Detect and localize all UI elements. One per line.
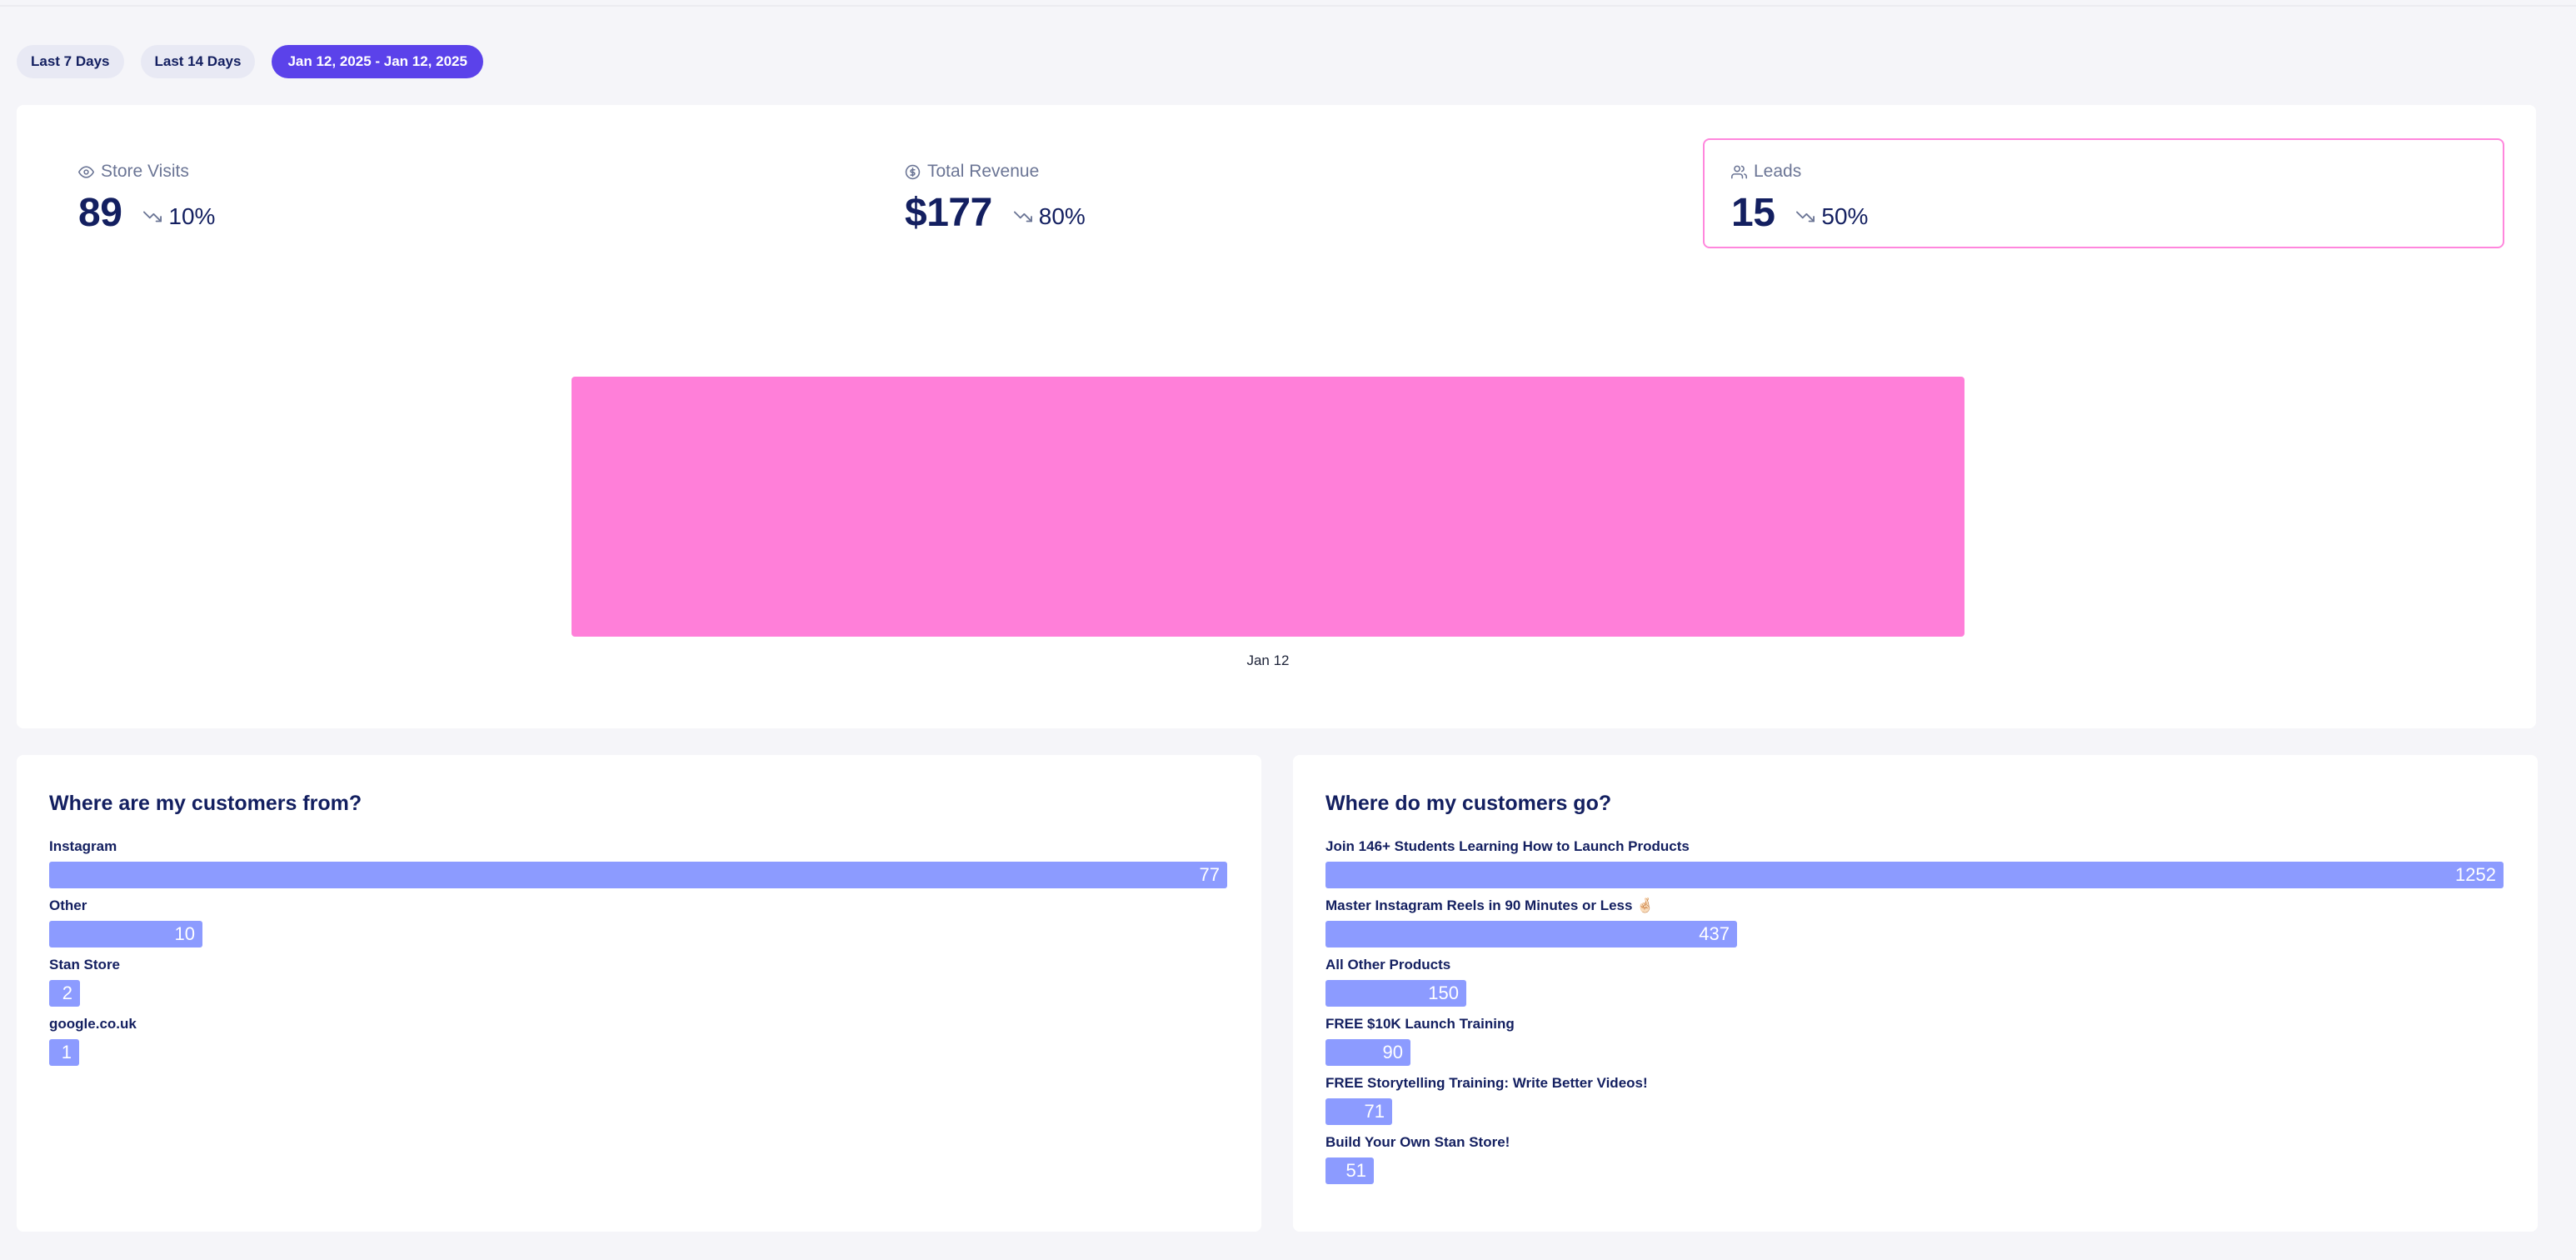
stat-label: Store Visits [101,162,189,181]
source-bar: 10 [49,921,202,948]
stat-label: Leads [1754,162,1802,181]
source-label: Other [49,898,87,913]
trend-down-icon [143,208,162,226]
destination-row: FREE Storytelling Training: Write Better… [1325,1075,2504,1134]
destination-bar: 90 [1325,1039,1410,1066]
destination-row: All Other Products 150 [1325,957,2504,1016]
source-label: Instagram [49,838,117,854]
source-bar: 77 [49,862,1227,888]
filter-last-7-days[interactable]: Last 7 Days [17,45,124,78]
filter-last-14-days[interactable]: Last 14 Days [140,45,256,78]
destination-row: Master Instagram Reels in 90 Minutes or … [1325,898,2504,957]
source-label: google.co.uk [49,1016,137,1032]
stat-value: 15 [1731,191,1775,235]
stat-label-row: Total Revenue [905,162,1039,182]
panel-title: Where do my customers go? [1325,792,1612,815]
destination-row: Build Your Own Stan Store! 51 [1325,1134,2504,1193]
destination-label: Join 146+ Students Learning How to Launc… [1325,838,1690,854]
date-filter-bar: Last 7 Days Last 14 Days Jan 12, 2025 - … [17,45,483,78]
chart-bar[interactable] [572,377,1964,637]
destination-row: Join 146+ Students Learning How to Launc… [1325,838,2504,898]
customer-sources-panel: Where are my customers from? Instagram 77… [17,755,1261,1232]
stat-label: Total Revenue [927,162,1040,181]
trend-down-icon [1013,208,1032,226]
panel-title: Where are my customers from? [49,792,362,815]
destinations-bar-list: Join 146+ Students Learning How to Launc… [1325,838,2504,1193]
analytics-card: Store Visits 89 10% Total Revenue $177 [17,105,2536,728]
source-row: Instagram 77 [49,838,1227,898]
destination-label: FREE Storytelling Training: Write Better… [1325,1075,1648,1091]
stat-label-row: Store Visits [78,162,189,182]
stat-leads[interactable]: Leads 15 50% [1703,138,2504,248]
stat-store-visits[interactable]: Store Visits 89 10% [60,138,860,248]
destination-row: FREE $10K Launch Training 90 [1325,1016,2504,1075]
customer-destinations-panel: Where do my customers go? Join 146+ Stud… [1293,755,2538,1232]
destination-bar: 150 [1325,980,1466,1007]
destination-bar: 437 [1325,921,1737,948]
source-label: Stan Store [49,957,121,972]
stat-change: 50% [1796,203,1868,230]
destination-label: FREE $10K Launch Training [1325,1016,1515,1032]
users-icon [1731,164,1747,180]
stat-change-value: 10% [168,203,216,229]
top-divider [0,5,2576,7]
destination-bar: 71 [1325,1098,1392,1125]
eye-icon [78,164,94,180]
stat-value: $177 [905,191,992,235]
sources-bar-list: Instagram 77 Other 10 Stan Store 2 google.co.u… [49,838,1227,1075]
source-bar: 1 [49,1039,79,1066]
dollar-circle-icon [905,164,921,180]
destination-label: Build Your Own Stan Store! [1325,1134,1510,1150]
stat-change-value: 80% [1038,203,1086,229]
source-row: Other 10 [49,898,1227,957]
source-row: google.co.uk 1 [49,1016,1227,1075]
source-row: Stan Store 2 [49,957,1227,1016]
stat-label-row: Leads [1731,162,1801,182]
destination-label: Master Instagram Reels in 90 Minutes or … [1325,898,1655,913]
destination-bar: 1252 [1325,862,2504,888]
filter-custom-range[interactable]: Jan 12, 2025 - Jan 12, 2025 [272,45,483,78]
stat-value: 89 [78,191,122,235]
stat-change: 80% [1013,203,1086,230]
destination-bar: 51 [1325,1158,1374,1184]
trend-down-icon [1796,208,1815,226]
stat-change: 10% [143,203,215,230]
stat-change-value: 50% [1821,203,1869,229]
x-tick-label: Jan 12 [1246,652,1289,668]
source-bar: 2 [49,980,80,1007]
stat-total-revenue[interactable]: Total Revenue $177 80% [886,138,1686,248]
destination-label: All Other Products [1325,957,1451,972]
